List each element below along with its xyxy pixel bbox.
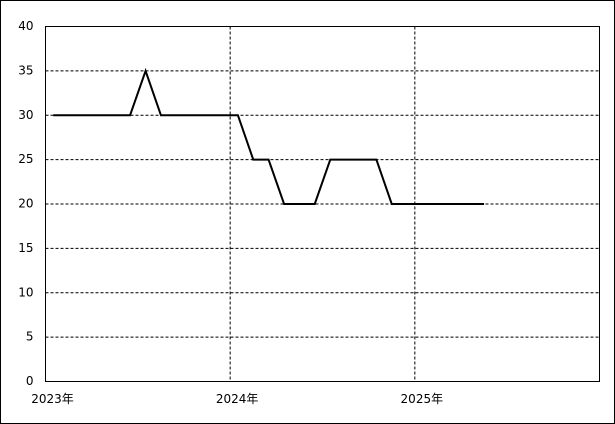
y-tick-label: 15 (18, 241, 33, 255)
x-tick-label: 2025年 (401, 392, 444, 406)
y-tick-label: 10 (18, 285, 33, 299)
data-line (53, 67, 485, 205)
y-tick-label: 5 (26, 330, 34, 344)
x-tick-label: 2023年 (31, 392, 74, 406)
y-tick-label: 25 (18, 152, 33, 166)
y-tick-label: 20 (18, 197, 33, 211)
y-tick-label: 40 (18, 19, 33, 33)
y-tick-label: 35 (18, 63, 33, 77)
y-tick-label: 30 (18, 108, 33, 122)
x-tick-label: 2024年 (216, 392, 259, 406)
y-tick-label: 0 (26, 374, 34, 388)
